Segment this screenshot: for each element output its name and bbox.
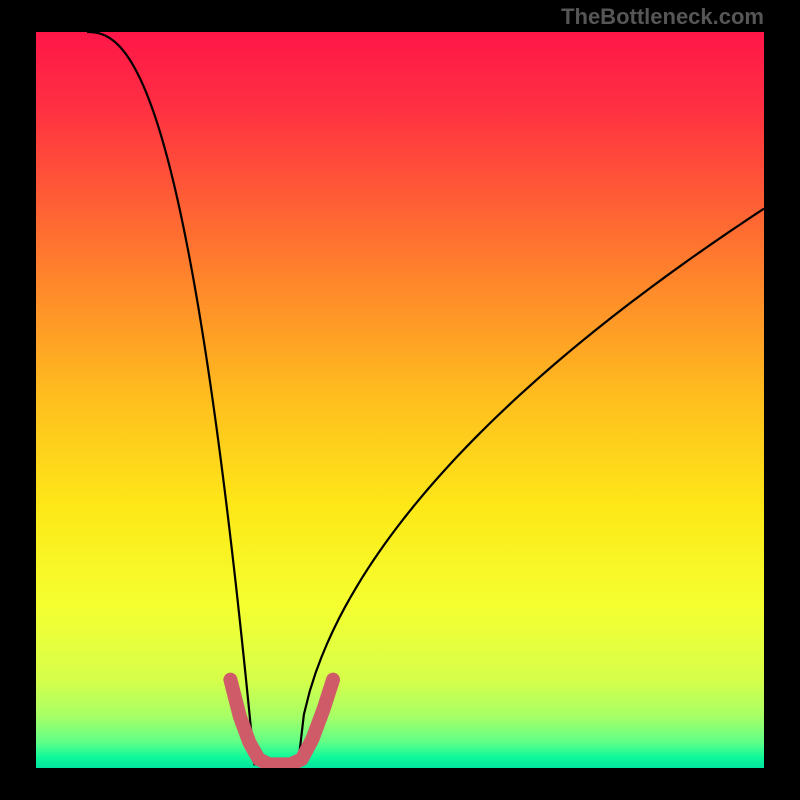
chart-container: TheBottleneck.com: [0, 0, 800, 800]
plot-svg: [36, 32, 764, 768]
gradient-background: [36, 32, 764, 768]
plot-area: [36, 32, 764, 768]
watermark-text: TheBottleneck.com: [561, 4, 764, 30]
